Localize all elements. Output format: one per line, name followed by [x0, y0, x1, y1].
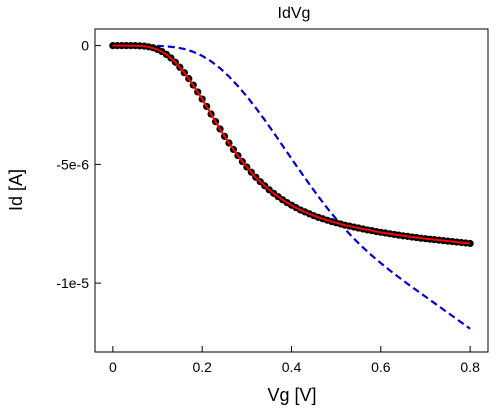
plot-area	[94, 28, 489, 353]
x-tick-label: 0.4	[282, 359, 302, 375]
x-tick-label: 0.6	[371, 359, 391, 375]
y-axis-label: Id [A]	[6, 169, 26, 211]
series-line-dashed	[112, 44, 471, 330]
y-tick-label: -1e-5	[56, 275, 89, 291]
chart-title: IdVg	[278, 5, 311, 22]
series-layer	[109, 42, 474, 330]
y-tick-label: 0	[81, 38, 89, 54]
x-axis-label: Vg [V]	[267, 385, 316, 405]
x-tick-label: 0.8	[460, 359, 480, 375]
y-tick-label: -5e-6	[56, 156, 89, 172]
series-line-fit	[112, 44, 471, 245]
x-tick-label: 0.2	[192, 359, 212, 375]
axis-ticks: 0 0.2 0.4 0.6 0.8 0 -5e-6 -1e-5	[56, 38, 480, 375]
plot-frame	[94, 28, 489, 353]
x-tick-label: 0	[109, 359, 117, 375]
